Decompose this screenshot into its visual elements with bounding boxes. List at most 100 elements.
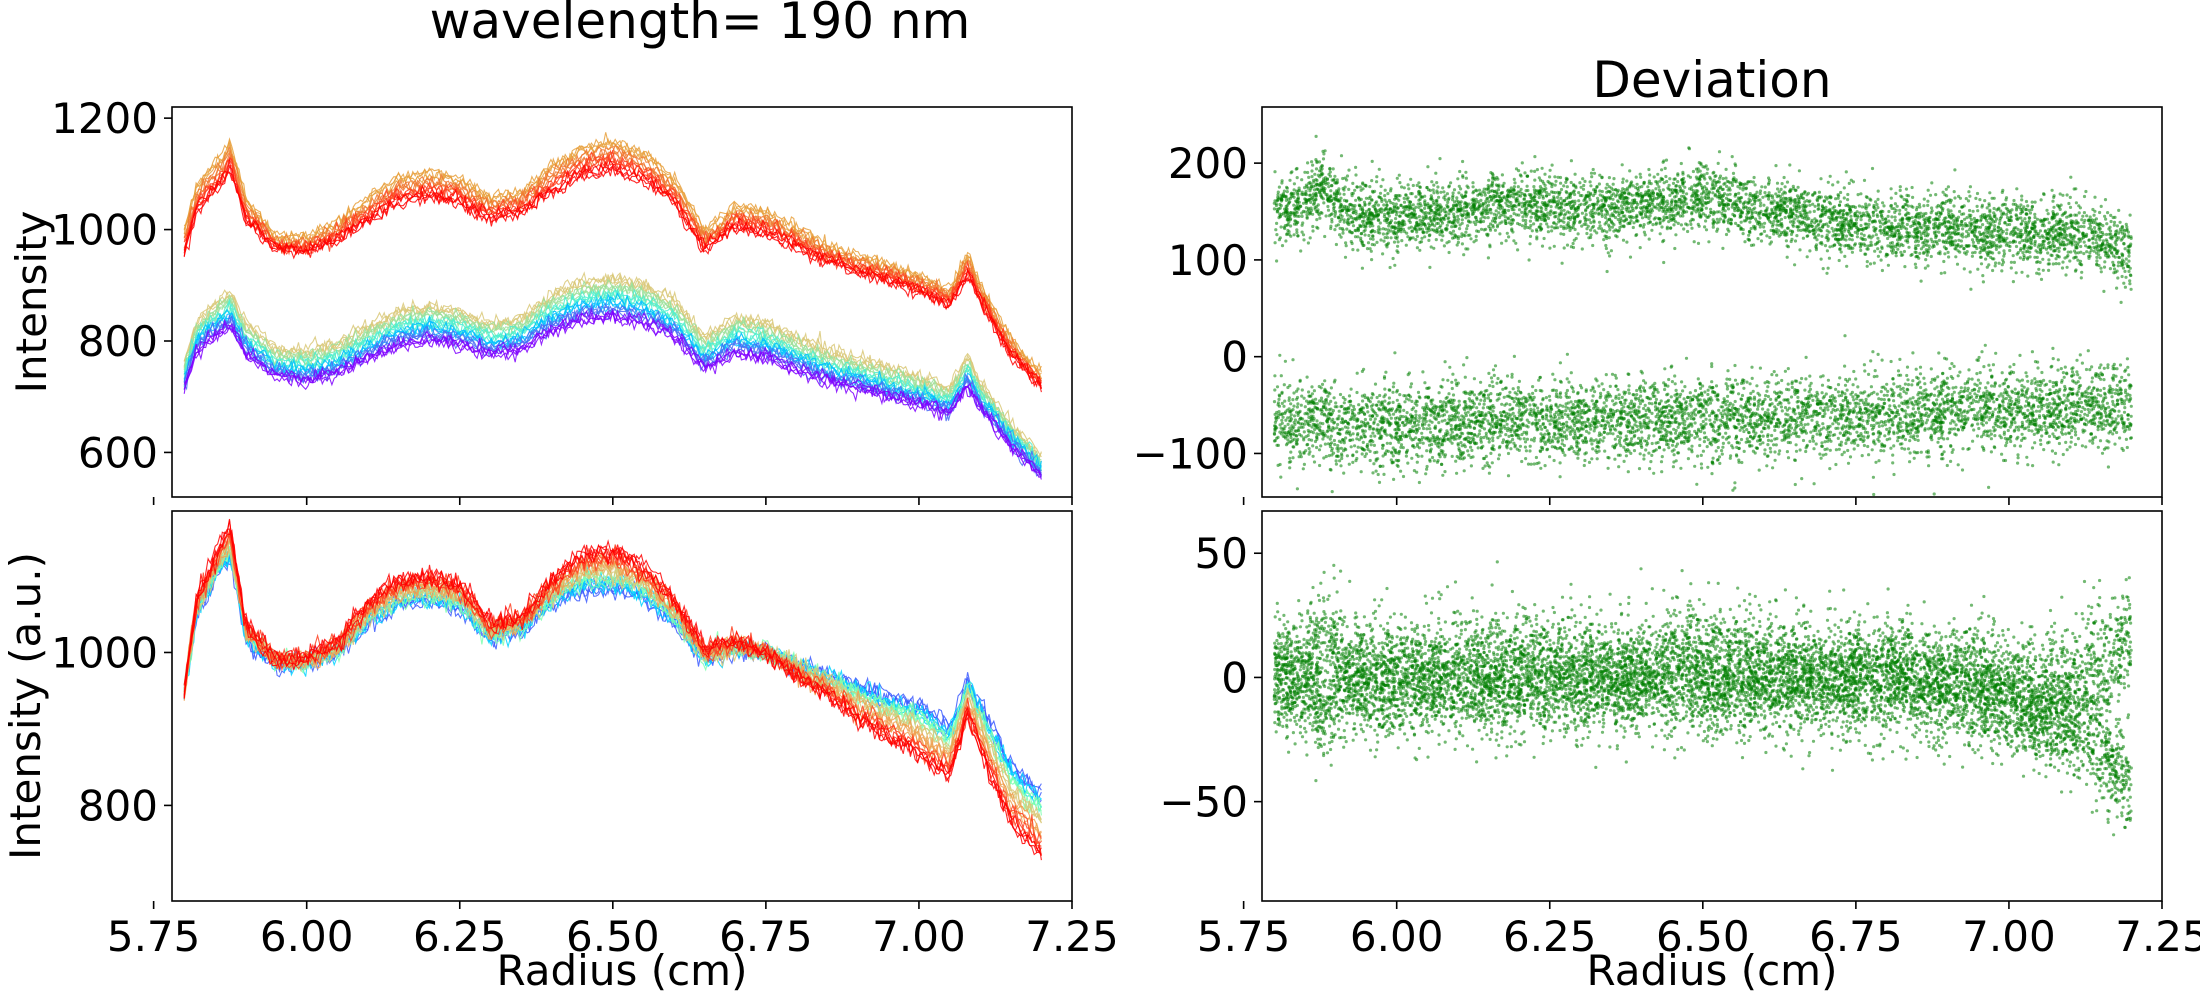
scatter-point <box>1674 233 1678 237</box>
scatter-point <box>1355 185 1359 189</box>
scatter-point <box>1893 215 1897 219</box>
scatter-point <box>2108 225 2112 229</box>
scatter-point <box>2011 254 2015 258</box>
scatter-point <box>1668 188 1672 192</box>
scatter-point <box>1392 204 1396 209</box>
scatter-point <box>1573 172 1577 176</box>
scatter-point <box>1544 187 1548 191</box>
scatter-point <box>1988 242 1992 246</box>
scatter-point <box>1652 205 1656 209</box>
scatter-point <box>1458 227 1462 231</box>
scatter-point <box>2038 235 2042 239</box>
series-line <box>183 288 1042 464</box>
scatter-point <box>1842 186 1846 190</box>
scatter-point <box>1304 200 1309 204</box>
scatter-point <box>1640 207 1644 211</box>
scatter-point <box>1485 197 1489 201</box>
scatter-point <box>1273 199 1277 203</box>
scatter-point <box>1381 178 1385 182</box>
scatter-point <box>1436 185 1440 189</box>
scatter-point <box>1344 205 1348 209</box>
scatter-point <box>1679 201 1683 205</box>
scatter-point <box>1568 215 1572 219</box>
scatter-point <box>2079 244 2083 249</box>
scatter-point <box>1573 227 1577 232</box>
scatter-point <box>2008 240 2012 244</box>
scatter-point <box>1400 185 1404 189</box>
scatter-point <box>1537 195 1541 200</box>
scatter-point <box>1710 197 1714 201</box>
scatter-point <box>1898 212 1902 216</box>
scatter-point <box>2035 217 2040 221</box>
scatter-point <box>1297 214 1301 218</box>
scatter-point <box>1359 188 1363 192</box>
scatter-point <box>1696 183 1700 187</box>
scatter-point <box>1864 226 1868 231</box>
scatter-point <box>1415 216 1419 220</box>
scatter-point <box>1776 187 1780 191</box>
scatter-point <box>1976 209 1980 213</box>
scatter-point <box>1793 207 1797 211</box>
scatter-point <box>1936 227 1940 231</box>
scatter-point <box>1571 241 1575 246</box>
scatter-point <box>1597 211 1601 215</box>
scatter-point <box>1988 191 1992 195</box>
scatter-point <box>1393 231 1397 235</box>
scatter-point <box>1405 205 1409 209</box>
scatter-point <box>1467 220 1471 224</box>
scatter-point <box>1605 269 1609 274</box>
scatter-point <box>1969 287 1973 291</box>
scatter-point <box>1592 220 1596 224</box>
scatter-point <box>1784 233 1788 237</box>
scatter-point <box>1513 181 1517 185</box>
scatter-point <box>1929 254 1933 259</box>
scatter-point <box>1777 194 1781 198</box>
scatter-point <box>1607 185 1611 189</box>
scatter-point <box>2018 256 2022 260</box>
scatter-point <box>1896 228 1900 232</box>
scatter-point <box>1295 228 1299 232</box>
scatter-point <box>1476 208 1480 212</box>
scatter-point <box>1876 206 1880 210</box>
scatter-point <box>2015 217 2020 222</box>
scatter-point <box>1466 247 1470 251</box>
scatter-point <box>2025 230 2030 234</box>
scatter-point <box>1557 214 1561 218</box>
scatter-point <box>1997 251 2001 255</box>
scatter-point <box>2042 217 2046 221</box>
scatter-point <box>1514 241 1518 245</box>
scatter-point <box>1356 248 1360 252</box>
scatter-point <box>2044 247 2048 251</box>
scatter-point <box>1697 161 1701 165</box>
scatter-point <box>2119 300 2123 304</box>
scatter-point <box>1438 233 1442 237</box>
scatter-point <box>2099 266 2103 270</box>
scatter-point <box>1435 189 1439 193</box>
scatter-point <box>1552 195 1556 199</box>
scatter-point <box>1941 190 1945 194</box>
scatter-point <box>1428 265 1432 269</box>
scatter-point <box>2020 198 2024 202</box>
scatter-point <box>2101 239 2105 243</box>
scatter-point <box>1581 177 1585 181</box>
scatter-point <box>1372 243 1377 247</box>
scatter-point <box>1548 246 1552 250</box>
scatter-point <box>1655 206 1659 210</box>
scatter-point <box>1367 233 1371 238</box>
scatter-point <box>1324 192 1328 196</box>
scatter-point <box>1359 207 1363 211</box>
scatter-point <box>1842 237 1846 241</box>
scatter-point <box>1676 212 1680 216</box>
scatter-point <box>1629 209 1633 213</box>
scatter-point <box>1938 222 1942 226</box>
scatter-point <box>1670 198 1674 202</box>
scatter-point <box>1987 263 1991 267</box>
scatter-point <box>1872 261 1876 265</box>
scatter-point <box>1651 223 1655 227</box>
scatter-point <box>1670 191 1674 195</box>
scatter-point <box>1628 169 1632 173</box>
scatter-point <box>1523 226 1527 230</box>
series-line <box>183 149 1042 387</box>
scatter-point <box>1326 208 1331 212</box>
